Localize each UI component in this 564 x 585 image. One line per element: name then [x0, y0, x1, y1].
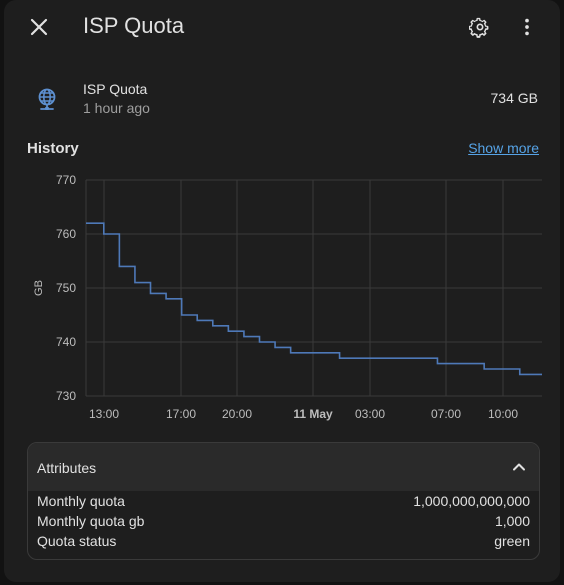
- attribute-row: Quota status green: [28, 531, 539, 551]
- chart-series-line: [86, 223, 542, 374]
- close-icon: [29, 17, 49, 37]
- web-globe-icon: [34, 86, 60, 112]
- attribute-value: 1,000,000,000,000: [413, 493, 530, 509]
- attributes-panel: Attributes Monthly quota 1,000,000,000,00…: [27, 442, 540, 560]
- chart-y-axis-label: GB: [33, 280, 45, 296]
- attribute-row: Monthly quota 1,000,000,000,000: [28, 491, 539, 511]
- more-options-button[interactable]: [512, 12, 542, 42]
- entity-name: ISP Quota: [83, 81, 147, 97]
- show-more-link[interactable]: Show more: [468, 140, 539, 156]
- chart-x-ticks: 13:00 17:00 20:00 11 May 03:00 07:00 10:00: [89, 407, 518, 421]
- chart-y-ticks: 730 740 750 760 770: [56, 173, 76, 403]
- entity-last-changed: 1 hour ago: [83, 100, 150, 116]
- entity-row: ISP Quota 1 hour ago 734 GB: [4, 72, 560, 124]
- settings-button[interactable]: [465, 12, 495, 42]
- attributes-header[interactable]: Attributes: [28, 443, 539, 491]
- dialog-header: ISP Quota: [4, 0, 560, 54]
- chart-x-tick-label: 17:00: [166, 407, 196, 421]
- more-info-dialog: ISP Quota ISP Quota 1 hour ago 734 GB Hi…: [4, 0, 560, 582]
- chart-y-tick-label: 740: [56, 335, 76, 349]
- chart-y-tick-label: 750: [56, 281, 76, 295]
- attribute-value: 1,000: [495, 513, 530, 529]
- history-chart[interactable]: 730 740 750 760 770 13:00 17:00 20:00 11 May 03:…: [27, 170, 543, 430]
- attributes-title: Attributes: [37, 460, 96, 476]
- chart-x-tick-label: 10:00: [488, 407, 518, 421]
- dialog-title: ISP Quota: [83, 12, 184, 40]
- attribute-key: Monthly quota: [37, 493, 125, 509]
- chevron-up-icon: [511, 459, 527, 475]
- close-button[interactable]: [24, 12, 54, 42]
- attribute-key: Monthly quota gb: [37, 513, 144, 529]
- entity-state: 734 GB: [491, 90, 538, 106]
- chart-y-tick-label: 730: [56, 389, 76, 403]
- chart-x-tick-label: 20:00: [222, 407, 252, 421]
- gear-icon: [469, 16, 491, 38]
- chart-x-tick-label: 13:00: [89, 407, 119, 421]
- attributes-list: Monthly quota 1,000,000,000,000 Monthly qu…: [28, 491, 539, 551]
- attribute-row: Monthly quota gb 1,000: [28, 511, 539, 531]
- history-title: History: [27, 140, 79, 157]
- attribute-key: Quota status: [37, 533, 116, 549]
- chart-x-tick-label: 07:00: [431, 407, 461, 421]
- chart-x-tick-label: 11 May: [293, 407, 333, 421]
- chart-y-tick-label: 760: [56, 227, 76, 241]
- chart-y-tick-label: 770: [56, 173, 76, 187]
- chart-x-tick-label: 03:00: [355, 407, 385, 421]
- attribute-value: green: [494, 533, 530, 549]
- dots-vertical-icon: [516, 16, 538, 38]
- chart-series: [86, 223, 542, 374]
